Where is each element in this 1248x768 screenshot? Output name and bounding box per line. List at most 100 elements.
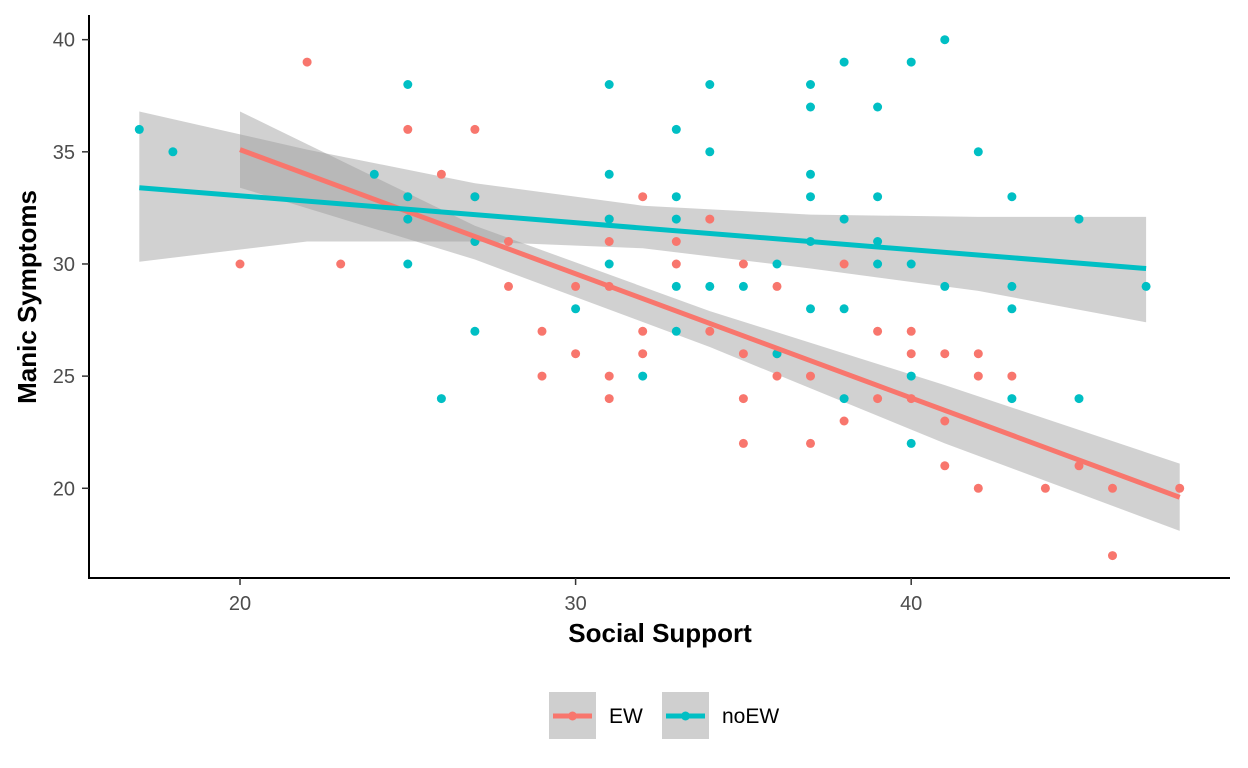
- data-point-noew: [839, 394, 849, 404]
- data-point-ew: [504, 237, 513, 246]
- confidence-band-noew: [139, 111, 1147, 323]
- data-point-noew: [906, 371, 916, 381]
- data-point-ew: [772, 281, 782, 291]
- data-point-ew: [1108, 483, 1117, 493]
- regression-line-ew: [239, 147, 1181, 500]
- data-point-ew: [1007, 371, 1017, 381]
- data-point-noew: [873, 192, 883, 202]
- data-point-noew: [806, 304, 815, 314]
- data-point-noew: [470, 192, 480, 202]
- data-point-ew: [604, 371, 614, 381]
- data-point-noew: [638, 371, 648, 381]
- data-point-noew: [1007, 394, 1017, 404]
- data-point-noew: [671, 124, 681, 134]
- y-tick-label: 40: [53, 30, 75, 52]
- axes: [88, 15, 1230, 579]
- y-tick-label: 25: [53, 366, 75, 388]
- data-point-noew: [403, 80, 413, 89]
- data-point-ew: [873, 394, 883, 404]
- data-point-noew: [705, 80, 715, 89]
- data-point-noew: [403, 192, 413, 202]
- x-tick-label: 20: [229, 593, 251, 615]
- data-point-noew: [604, 169, 614, 179]
- data-point-ew: [1074, 461, 1084, 471]
- data-point-noew: [403, 214, 413, 224]
- data-point-noew: [671, 281, 681, 291]
- data-point-noew: [973, 147, 983, 157]
- data-point-noew: [772, 259, 782, 269]
- data-point-noew: [470, 326, 480, 336]
- legend: EW noEW: [549, 692, 779, 739]
- data-point-noew: [369, 169, 379, 179]
- data-point-ew: [873, 326, 883, 336]
- data-point-ew: [436, 169, 446, 179]
- data-point-noew: [1007, 281, 1017, 291]
- confidence-bands: [139, 111, 1180, 531]
- data-point-noew: [738, 281, 748, 291]
- data-point-noew: [604, 214, 614, 224]
- regression-lines: [139, 147, 1181, 500]
- data-point-ew: [638, 349, 648, 359]
- data-point-ew: [738, 438, 748, 448]
- data-point-noew: [705, 147, 715, 157]
- data-point-ew: [571, 349, 581, 359]
- data-point-ew: [705, 214, 715, 224]
- data-point-ew: [1040, 483, 1050, 493]
- y-axis-title: Manic Symptoms: [12, 190, 42, 404]
- y-tick-label: 35: [53, 142, 75, 164]
- data-point-ew: [973, 349, 983, 359]
- data-point-ew: [336, 259, 346, 269]
- data-point-noew: [873, 102, 883, 112]
- data-point-noew: [906, 438, 916, 448]
- data-point-noew: [806, 80, 815, 89]
- data-point-ew: [940, 461, 950, 471]
- data-point-noew: [604, 80, 614, 89]
- data-point-ew: [906, 349, 916, 359]
- data-point-ew: [806, 371, 815, 381]
- legend-item-noew: noEW: [662, 692, 779, 739]
- data-point-ew: [839, 416, 849, 426]
- data-point-ew: [738, 259, 748, 269]
- scatter-points: [134, 35, 1185, 561]
- data-point-ew: [940, 416, 950, 426]
- data-point-ew: [470, 124, 480, 134]
- data-point-ew: [638, 326, 648, 336]
- data-point-noew: [806, 192, 815, 202]
- data-point-ew: [571, 281, 581, 291]
- data-point-ew: [705, 326, 715, 336]
- legend-label-ew: EW: [609, 705, 643, 728]
- data-point-noew: [806, 102, 815, 112]
- data-point-noew: [1074, 394, 1084, 404]
- data-point-noew: [806, 169, 815, 179]
- data-point-noew: [940, 35, 950, 45]
- data-point-noew: [403, 259, 413, 269]
- data-point-noew: [604, 259, 614, 269]
- y-tick-label: 20: [53, 478, 75, 500]
- data-point-ew: [738, 349, 748, 359]
- x-tick-label: 30: [564, 593, 586, 615]
- data-point-ew: [738, 394, 748, 404]
- data-point-noew: [1007, 304, 1017, 314]
- data-point-noew: [1007, 192, 1017, 202]
- data-point-ew: [638, 192, 648, 202]
- data-point-ew: [403, 124, 413, 134]
- data-point-ew: [940, 349, 950, 359]
- data-point-ew: [537, 326, 547, 336]
- data-point-noew: [168, 147, 178, 157]
- data-point-noew: [839, 304, 849, 314]
- data-point-ew: [973, 483, 983, 493]
- data-point-ew: [973, 371, 983, 381]
- data-point-noew: [671, 326, 681, 336]
- data-point-noew: [1141, 281, 1151, 291]
- regression-line-noew: [139, 185, 1147, 271]
- data-point-ew: [1175, 483, 1185, 493]
- data-point-ew: [671, 237, 681, 246]
- data-point-noew: [134, 124, 144, 134]
- data-point-ew: [772, 371, 782, 381]
- data-point-noew: [1074, 214, 1084, 224]
- y-tick-label: 30: [53, 254, 75, 276]
- data-point-noew: [839, 57, 849, 67]
- data-point-noew: [571, 304, 581, 314]
- data-point-ew: [604, 237, 614, 246]
